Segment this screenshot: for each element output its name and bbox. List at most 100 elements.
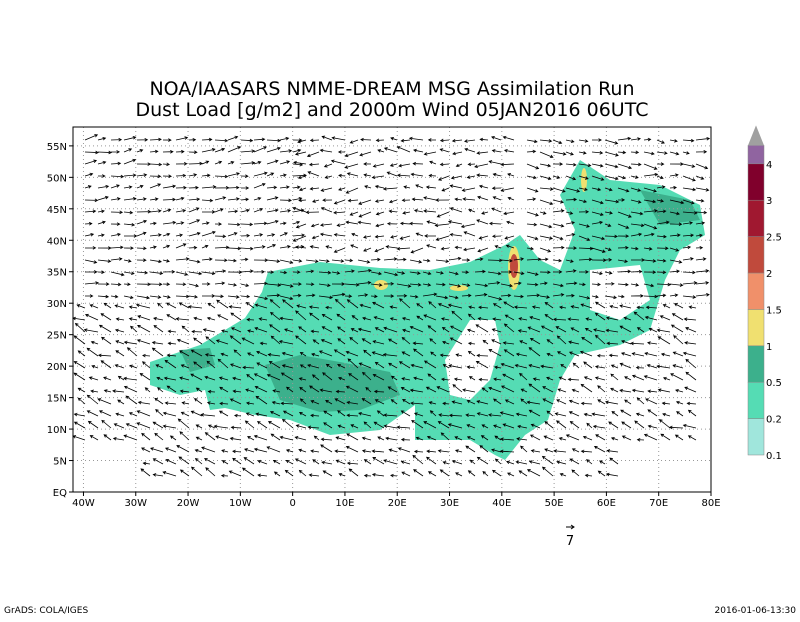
wind-arrow: [670, 324, 684, 333]
wind-arrow: [318, 350, 333, 357]
wind-arrow: [123, 136, 137, 141]
wind-arrow: [491, 234, 502, 239]
wind-arrow: [517, 424, 528, 429]
wind-arrow: [676, 411, 684, 417]
wind-arrow: [162, 282, 171, 286]
wind-arrow: [162, 197, 176, 202]
wind-arrow: [305, 210, 320, 215]
wind-arrow: [117, 375, 125, 381]
wind-arrow: [320, 207, 333, 213]
wind-arrow: [344, 151, 359, 158]
x-tick-label: 80E: [701, 498, 720, 509]
wind-arrow: [110, 150, 121, 154]
wind-arrow: [630, 223, 645, 228]
wind-arrow: [591, 271, 603, 276]
wind-arrow: [695, 198, 705, 203]
wind-arrow: [478, 184, 489, 189]
colorbar-label: 0.5: [766, 378, 782, 389]
map-frame: [72, 126, 712, 493]
x-tick-label: 30W: [124, 498, 147, 509]
wind-arrow: [482, 471, 489, 477]
wind-arrow: [643, 223, 658, 230]
wind-arrow: [376, 410, 385, 417]
wind-arrow: [401, 351, 411, 357]
wind-arrow: [175, 317, 190, 321]
wind-arrow: [449, 184, 463, 189]
wind-arrow: [312, 199, 320, 203]
wind-arrow: [396, 271, 406, 275]
wind-arrow: [529, 337, 541, 345]
wind-arrow: [656, 175, 664, 180]
wind-arrow: [568, 399, 580, 405]
wind-arrow: [542, 386, 554, 393]
wind-arrow: [292, 148, 302, 153]
wind-arrow: [604, 223, 612, 227]
wind-arrow: [324, 175, 333, 179]
wind-arrow: [617, 294, 625, 299]
wind-arrow: [214, 245, 230, 250]
wind-arrow: [448, 413, 463, 418]
wind-arrow: [425, 185, 437, 189]
wind-arrow: [188, 207, 200, 213]
wind-arrow: [476, 353, 489, 358]
wind-arrow: [526, 139, 538, 144]
wind-arrow: [605, 472, 619, 477]
wind-arrow: [90, 340, 99, 345]
wind-arrow: [241, 467, 255, 477]
wind-arrow: [240, 294, 251, 299]
wind-arrow: [175, 294, 190, 299]
wind-arrow: [675, 388, 684, 393]
wind-arrow: [87, 420, 99, 429]
wind-arrow: [435, 271, 444, 275]
wind-arrow: [255, 412, 268, 417]
wind-arrow: [279, 160, 291, 165]
wind-arrow: [258, 317, 268, 321]
x-tick-label: 10W: [229, 498, 252, 509]
wind-arrow: [279, 173, 287, 178]
colorbar-box: [747, 145, 765, 165]
wind-arrow: [112, 389, 125, 393]
wind-arrow: [620, 409, 632, 417]
wind-arrow: [546, 410, 554, 417]
wind-arrow: [610, 436, 619, 441]
colorbar-label: 0.2: [766, 415, 782, 426]
wind-arrow: [266, 138, 282, 143]
wind-arrow: [244, 420, 255, 429]
wind-arrow: [487, 281, 501, 285]
wind-arrow: [279, 149, 293, 153]
colorbar-box: [747, 236, 765, 274]
wind-arrow: [114, 328, 125, 333]
wind-arrow: [322, 198, 333, 202]
wind-arrow: [504, 399, 515, 405]
wind-arrow: [162, 244, 171, 249]
wind-arrow: [279, 435, 294, 441]
wind-arrow: [382, 352, 398, 357]
wind-arrow: [580, 449, 593, 454]
wind-arrow: [178, 456, 190, 465]
wind-arrow: [455, 163, 463, 168]
wind-arrow: [594, 301, 606, 309]
wind-arrow: [643, 137, 652, 142]
wind-arrow: [84, 221, 93, 226]
wind-arrow: [164, 359, 177, 369]
wind-arrow: [578, 139, 589, 143]
wind-arrow: [136, 231, 147, 237]
wind-arrow: [619, 362, 632, 369]
wind-arrow: [253, 245, 266, 249]
wind-arrow: [428, 173, 437, 178]
wind-arrow: [586, 459, 593, 465]
wind-arrow: [227, 258, 237, 263]
wind-arrow: [202, 328, 216, 333]
wind-arrow: [541, 455, 554, 465]
wind-arrow: [363, 173, 372, 177]
wind-arrow: [201, 185, 217, 189]
wind-arrow: [477, 247, 489, 253]
wind-arrow: [191, 329, 203, 334]
wind-arrow: [177, 418, 190, 429]
wind-arrow: [335, 389, 346, 394]
wind-arrow: [205, 467, 216, 477]
wind-arrow: [526, 271, 539, 276]
wind-arrow: [73, 372, 86, 381]
wind-arrow: [345, 350, 359, 357]
wind-arrow: [660, 352, 671, 357]
